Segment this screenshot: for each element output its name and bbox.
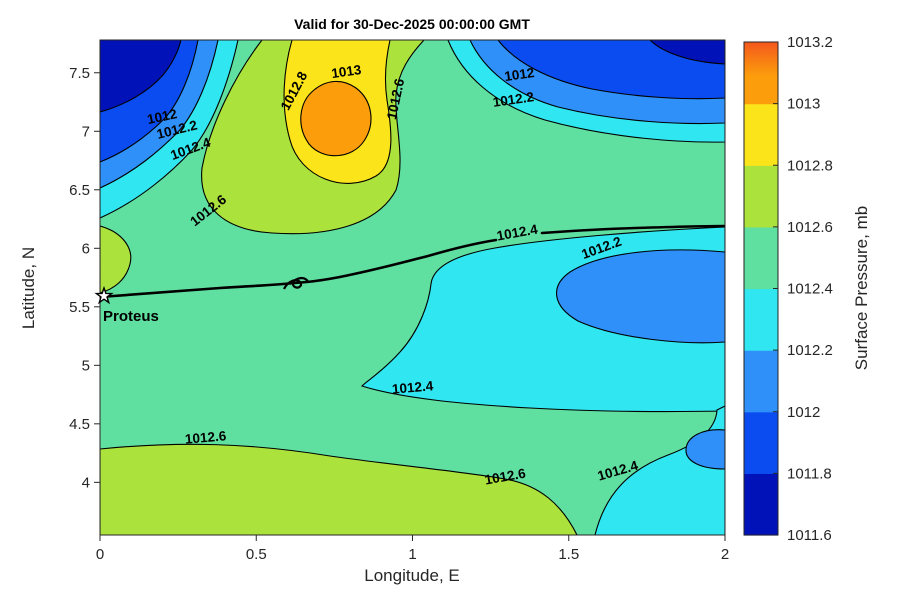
contour-label: 1012 <box>146 106 179 127</box>
y-axis-label: Latitude, N <box>19 247 38 329</box>
map-layers <box>100 40 725 535</box>
axes: 0 0.5 1 1.5 2 4 4.5 5 5.5 6 6.5 7 7.5 <box>69 39 729 563</box>
contour-label: 1012.6 <box>484 466 528 488</box>
colorbar-band <box>744 165 778 228</box>
y-tick-label: 6.5 <box>69 182 90 199</box>
y-tick-label: 5.5 <box>69 299 90 316</box>
colorbar-band <box>744 350 778 413</box>
colorbar-tick-label: 1013 <box>787 96 820 113</box>
track-loop-squiggle <box>283 276 310 290</box>
colorbar-band <box>744 103 778 166</box>
contour-label: 1012.4 <box>391 378 434 397</box>
colorbar-tick-label: 1012.6 <box>787 219 833 236</box>
region-west-lobe-1012.6 <box>100 225 132 294</box>
x-tick-label: 1.5 <box>558 546 579 563</box>
region-high-core-1013 <box>300 80 372 157</box>
colorbar-band <box>744 473 778 536</box>
figure-title: Valid for 30-Dec-2025 00:00:00 GMT <box>294 16 530 32</box>
contour-label: 1012.2 <box>492 89 535 110</box>
colorbar-tick-label: 1012.2 <box>787 342 833 359</box>
x-tick-label: 0 <box>96 546 104 563</box>
contour-label: 1012.4 <box>496 222 540 244</box>
station-label: Proteus <box>103 308 159 325</box>
colorbar-tick-label: 1012.4 <box>787 281 833 298</box>
y-tick-label: 7.5 <box>69 65 90 82</box>
region-south-belt-1012.6 <box>100 443 578 535</box>
y-tick-label: 4.5 <box>69 416 90 433</box>
x-tick-label: 1 <box>408 546 416 563</box>
colorbar-tick-label: 1012 <box>787 404 820 421</box>
contour-label: 1012.6 <box>184 428 227 447</box>
region-ne-low-1012 <box>497 40 725 100</box>
ship-track-line <box>100 238 498 299</box>
colorbar-tick-label: 1012.8 <box>787 157 833 174</box>
colorbar-band <box>744 288 778 351</box>
station-marker-star <box>94 285 114 305</box>
x-axis-label: Longitude, E <box>364 566 459 585</box>
colorbar-tick-label: 1011.6 <box>787 527 832 544</box>
colorbar-band <box>744 411 778 474</box>
contour-label: 1012 <box>503 65 535 84</box>
y-tick-label: 6 <box>82 240 90 257</box>
ship-track-line <box>540 224 725 235</box>
colorbar: 1011.6 1011.8 1012 1012.2 1012.4 1012.6 1012.8… <box>743 34 833 544</box>
colorbar-axis-label: Surface Pressure, mb <box>852 206 871 370</box>
region-nw-low-core <box>100 40 182 113</box>
y-tick-label: 4 <box>82 474 90 491</box>
contour-label: 1013 <box>330 62 362 81</box>
region-se-low-1012.2-blob <box>685 429 725 470</box>
x-tick-label: 2 <box>721 546 729 563</box>
region-east-low-1012.2-blob <box>556 249 725 344</box>
region-se-low-1012.4 <box>594 405 725 535</box>
y-tick-label: 7 <box>82 123 90 140</box>
colorbar-tick-label: 1013.2 <box>787 34 833 51</box>
colorbar-band <box>744 226 778 290</box>
y-tick-label: 5 <box>82 357 90 374</box>
colorbar-tick-label: 1011.8 <box>787 465 832 482</box>
colorbar-band <box>744 42 778 105</box>
x-tick-label: 0.5 <box>246 546 267 563</box>
